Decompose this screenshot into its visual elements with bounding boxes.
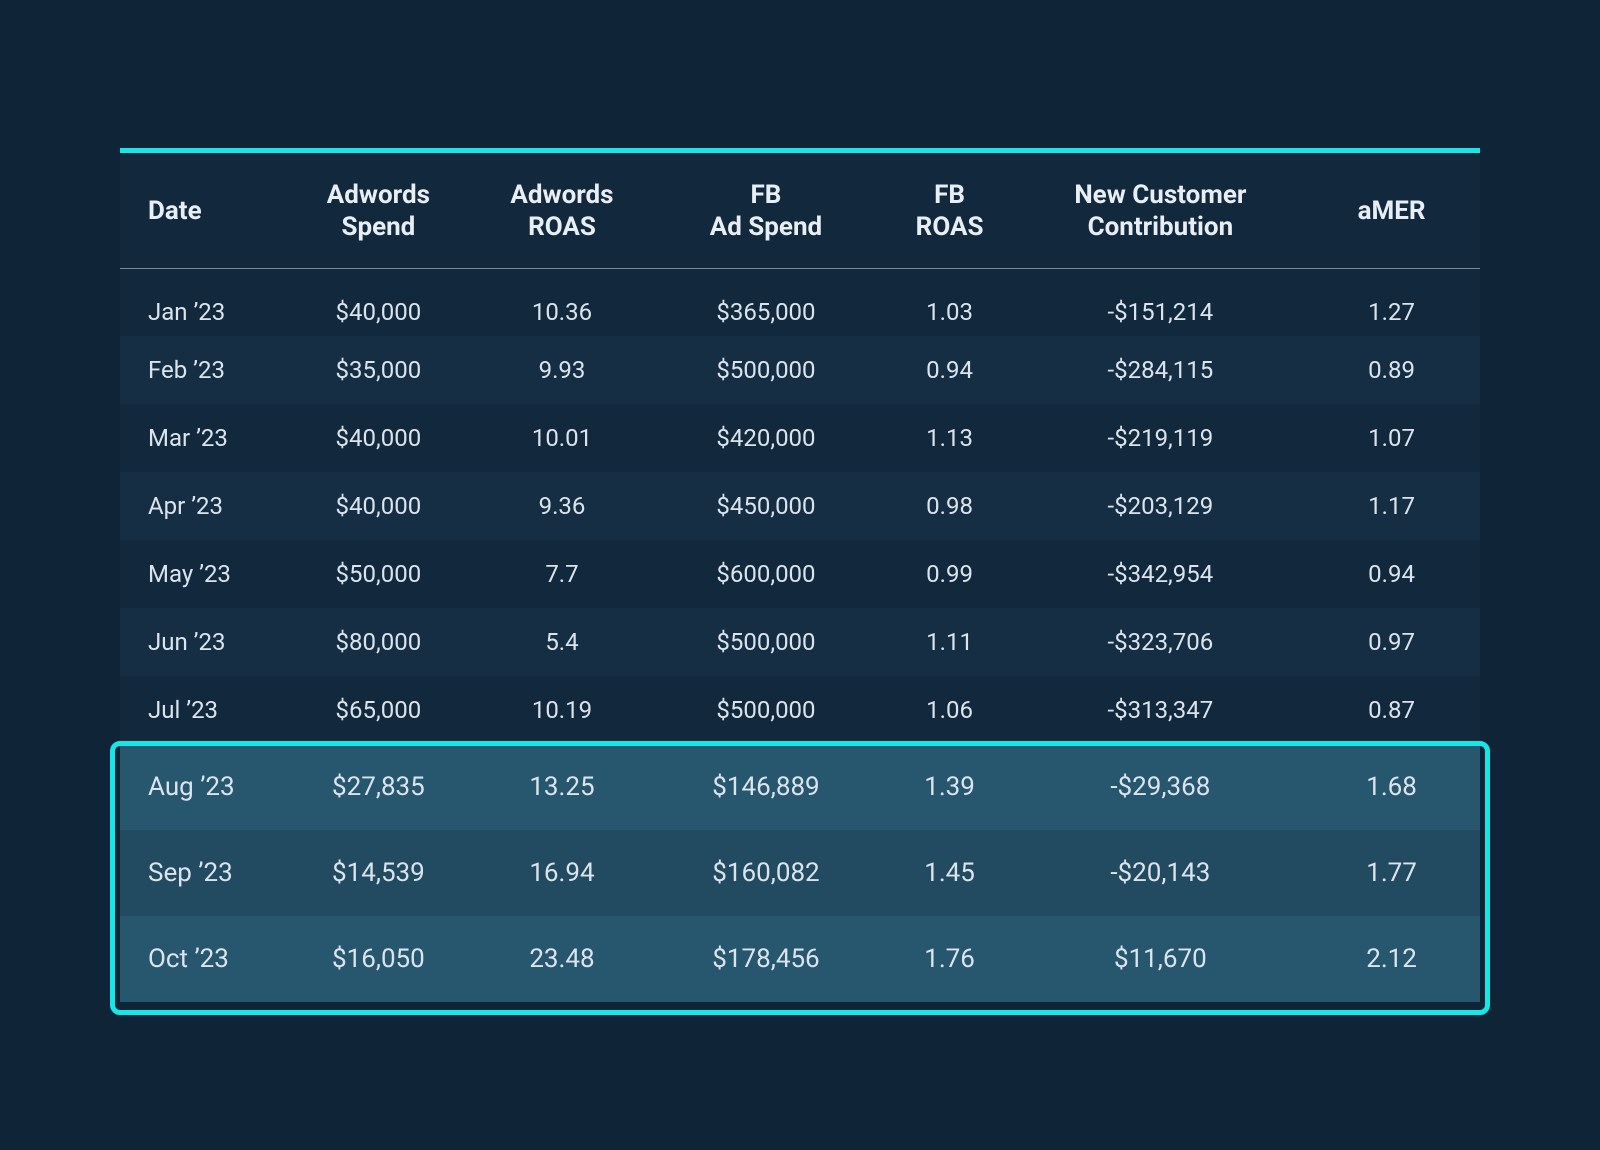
col-header-3: FB Ad Spend	[650, 153, 881, 269]
cell: $50,000	[283, 540, 473, 608]
table-row: Jul ’23$65,00010.19$500,0001.06-$313,347…	[120, 676, 1480, 744]
header-row: DateAdwords SpendAdwords ROASFB Ad Spend…	[120, 153, 1480, 269]
col-header-6: aMER	[1303, 153, 1480, 269]
table-row: Oct ’23$16,05023.48$178,4561.76$11,6702.…	[120, 916, 1480, 1002]
cell: -$323,706	[1018, 608, 1304, 676]
table-row: Feb ’23$35,0009.93$500,0000.94-$284,1150…	[120, 336, 1480, 404]
col-header-4: FB ROAS	[882, 153, 1018, 269]
cell: 23.48	[474, 916, 651, 1002]
cell: $365,000	[650, 268, 881, 336]
cell: 1.77	[1303, 830, 1480, 916]
cell: $500,000	[650, 336, 881, 404]
cell: 0.98	[882, 472, 1018, 540]
cell: $40,000	[283, 472, 473, 540]
cell: $65,000	[283, 676, 473, 744]
cell: 0.94	[1303, 540, 1480, 608]
cell: 1.03	[882, 268, 1018, 336]
cell: -$342,954	[1018, 540, 1304, 608]
cell: 0.99	[882, 540, 1018, 608]
cell: $500,000	[650, 608, 881, 676]
table-row: Apr ’23$40,0009.36$450,0000.98-$203,1291…	[120, 472, 1480, 540]
stage: DateAdwords SpendAdwords ROASFB Ad Spend…	[0, 0, 1600, 1150]
cell: $11,670	[1018, 916, 1304, 1002]
col-header-1: Adwords Spend	[283, 153, 473, 269]
cell: 1.27	[1303, 268, 1480, 336]
cell: -$284,115	[1018, 336, 1304, 404]
cell: Jan ’23	[120, 268, 283, 336]
cell: 1.07	[1303, 404, 1480, 472]
cell: $160,082	[650, 830, 881, 916]
cell: Sep ’23	[120, 830, 283, 916]
cell: 9.36	[474, 472, 651, 540]
cell: 1.11	[882, 608, 1018, 676]
cell: $600,000	[650, 540, 881, 608]
cell: 13.25	[474, 744, 651, 830]
table-row: Jun ’23$80,0005.4$500,0001.11-$323,7060.…	[120, 608, 1480, 676]
cell: 1.76	[882, 916, 1018, 1002]
cell: 0.94	[882, 336, 1018, 404]
cell: 16.94	[474, 830, 651, 916]
cell: 9.93	[474, 336, 651, 404]
cell: 1.13	[882, 404, 1018, 472]
metrics-table: DateAdwords SpendAdwords ROASFB Ad Spend…	[120, 153, 1480, 1003]
cell: 5.4	[474, 608, 651, 676]
cell: $27,835	[283, 744, 473, 830]
cell: Aug ’23	[120, 744, 283, 830]
cell: $450,000	[650, 472, 881, 540]
cell: -$219,119	[1018, 404, 1304, 472]
cell: -$203,129	[1018, 472, 1304, 540]
col-header-5: New Customer Contribution	[1018, 153, 1304, 269]
table-body: Jan ’23$40,00010.36$365,0001.03-$151,214…	[120, 268, 1480, 1002]
cell: Jun ’23	[120, 608, 283, 676]
cell: -$20,143	[1018, 830, 1304, 916]
cell: 0.87	[1303, 676, 1480, 744]
cell: Apr ’23	[120, 472, 283, 540]
cell: $16,050	[283, 916, 473, 1002]
table-header: DateAdwords SpendAdwords ROASFB Ad Spend…	[120, 153, 1480, 269]
cell: Mar ’23	[120, 404, 283, 472]
cell: 1.39	[882, 744, 1018, 830]
cell: 1.06	[882, 676, 1018, 744]
cell: $420,000	[650, 404, 881, 472]
cell: Feb ’23	[120, 336, 283, 404]
table-row: Mar ’23$40,00010.01$420,0001.13-$219,119…	[120, 404, 1480, 472]
table-row: Sep ’23$14,53916.94$160,0821.45-$20,1431…	[120, 830, 1480, 916]
cell: $14,539	[283, 830, 473, 916]
cell: Jul ’23	[120, 676, 283, 744]
table-row: Aug ’23$27,83513.25$146,8891.39-$29,3681…	[120, 744, 1480, 830]
cell: 7.7	[474, 540, 651, 608]
cell: 0.89	[1303, 336, 1480, 404]
table-row: May ’23$50,0007.7$600,0000.99-$342,9540.…	[120, 540, 1480, 608]
cell: -$313,347	[1018, 676, 1304, 744]
cell: -$151,214	[1018, 268, 1304, 336]
cell: 10.01	[474, 404, 651, 472]
col-header-0: Date	[120, 153, 283, 269]
table-container: DateAdwords SpendAdwords ROASFB Ad Spend…	[120, 148, 1480, 1003]
cell: -$29,368	[1018, 744, 1304, 830]
cell: 10.36	[474, 268, 651, 336]
cell: 1.17	[1303, 472, 1480, 540]
table-row: Jan ’23$40,00010.36$365,0001.03-$151,214…	[120, 268, 1480, 336]
cell: $35,000	[283, 336, 473, 404]
cell: 1.45	[882, 830, 1018, 916]
cell: May ’23	[120, 540, 283, 608]
cell: Oct ’23	[120, 916, 283, 1002]
cell: $40,000	[283, 268, 473, 336]
cell: 0.97	[1303, 608, 1480, 676]
cell: 1.68	[1303, 744, 1480, 830]
cell: 2.12	[1303, 916, 1480, 1002]
cell: 10.19	[474, 676, 651, 744]
cell: $146,889	[650, 744, 881, 830]
cell: $500,000	[650, 676, 881, 744]
cell: $178,456	[650, 916, 881, 1002]
cell: $80,000	[283, 608, 473, 676]
cell: $40,000	[283, 404, 473, 472]
col-header-2: Adwords ROAS	[474, 153, 651, 269]
